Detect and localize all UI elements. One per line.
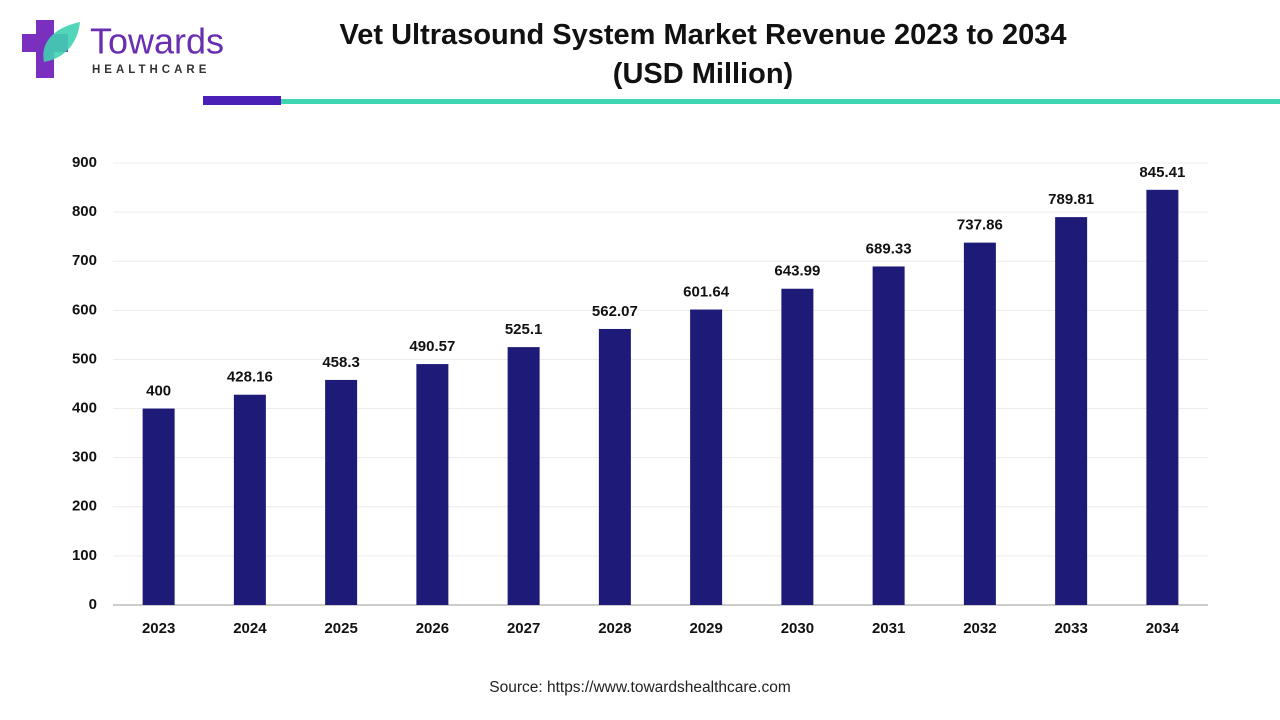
logo-name: Towards — [90, 21, 224, 62]
data-label: 845.41 — [1139, 164, 1185, 181]
accent-bar — [203, 96, 281, 105]
logo-tagline: HEALTHCARE — [92, 64, 210, 76]
x-tick-label: 2033 — [1054, 620, 1087, 637]
bar — [781, 288, 814, 605]
y-tick-label: 400 — [72, 400, 97, 417]
bar — [690, 309, 723, 605]
data-label: 490.57 — [409, 338, 455, 355]
bar — [142, 408, 175, 605]
x-tick-label: 2023 — [142, 620, 175, 637]
bar — [325, 379, 358, 605]
bar — [233, 394, 266, 605]
bar — [1146, 189, 1179, 605]
x-tick-label: 2029 — [689, 620, 722, 637]
y-tick-label: 500 — [72, 350, 97, 367]
data-label: 643.99 — [774, 263, 820, 280]
data-label: 458.3 — [322, 354, 360, 371]
x-tick-label: 2031 — [872, 620, 905, 637]
data-label: 689.33 — [866, 240, 912, 257]
x-tick-label: 2030 — [781, 620, 814, 637]
bar — [963, 242, 996, 605]
y-tick-label: 300 — [72, 449, 97, 466]
y-tick-label: 200 — [72, 498, 97, 515]
bar — [1055, 217, 1088, 605]
x-tick-label: 2024 — [233, 620, 267, 637]
chart-title: Vet Ultrasound System Market Revenue 202… — [339, 19, 1067, 90]
y-tick-label: 900 — [72, 154, 97, 171]
x-tick-label: 2034 — [1146, 620, 1180, 637]
x-tick-label: 2027 — [507, 620, 540, 637]
data-label: 601.64 — [683, 283, 730, 300]
y-tick-label: 100 — [72, 547, 97, 564]
data-label: 428.16 — [227, 369, 273, 386]
data-label: 525.1 — [505, 321, 543, 338]
source: Source: https://www.towardshealthcare.co… — [489, 679, 791, 696]
x-tick-label: 2025 — [324, 620, 357, 637]
y-tick-label: 600 — [72, 301, 97, 318]
accent-line — [281, 99, 1280, 104]
data-label: 562.07 — [592, 303, 638, 320]
bar — [598, 328, 631, 605]
x-tick-label: 2032 — [963, 620, 996, 637]
bar — [416, 364, 449, 605]
y-tick-label: 0 — [89, 596, 97, 613]
data-label: 737.86 — [957, 217, 1003, 234]
x-tick-label: 2028 — [598, 620, 631, 637]
y-tick-label: 800 — [72, 203, 97, 220]
data-label: 789.81 — [1048, 191, 1094, 208]
bar — [507, 347, 540, 605]
y-tick-label: 700 — [72, 252, 97, 269]
data-label: 400 — [146, 383, 171, 400]
x-tick-label: 2026 — [416, 620, 449, 637]
logo-icon — [22, 20, 80, 78]
bar — [872, 266, 905, 605]
